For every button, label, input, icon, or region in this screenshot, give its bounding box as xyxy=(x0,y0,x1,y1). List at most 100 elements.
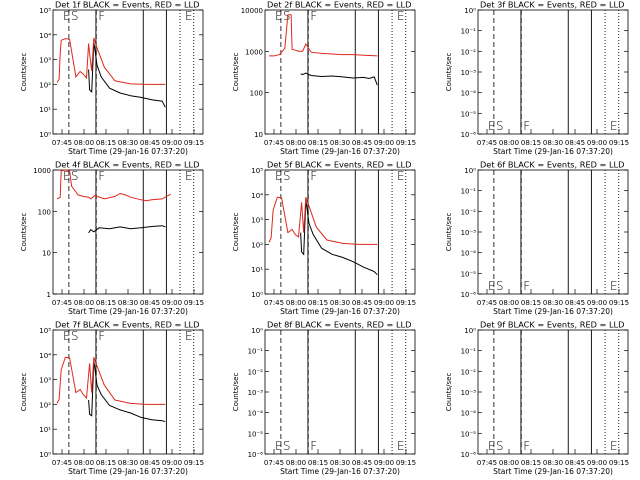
x-axis-label: Start Time (29-Jan-16 07:37:20) xyxy=(493,147,613,156)
panel-title: Det 8f BLACK = Events, RED = LLD xyxy=(267,320,411,330)
y-tick-label: 1000 xyxy=(245,48,263,56)
panel-det-8: Det 8f BLACK = Events, RED = LLD 10⁰ 10⁻¹ 1… xyxy=(232,320,416,477)
marker-label: E xyxy=(63,9,71,23)
x-tick-label: 08:15 xyxy=(96,299,116,307)
marker-label: E xyxy=(275,9,283,23)
marker-label: S xyxy=(283,439,291,453)
x-tick-label: 08:00 xyxy=(74,139,94,147)
marker-label: F xyxy=(310,169,317,183)
x-tick-label: 07:45 xyxy=(264,299,284,307)
y-tick-label: 10⁰ xyxy=(464,167,476,175)
y-tick-label: 10⁴ xyxy=(39,32,51,40)
x-axis-label: Start Time (29-Jan-16 07:37:20) xyxy=(280,307,400,316)
x-tick-label: 07:45 xyxy=(264,459,284,467)
x-tick-label: 07:45 xyxy=(52,139,72,147)
marker-label: F xyxy=(98,329,105,343)
events-series-line xyxy=(88,42,166,108)
y-tick-label: 10⁵ xyxy=(251,167,263,175)
y-tick-label: 10⁻³ xyxy=(461,389,477,397)
y-tick-label: 10000 xyxy=(241,7,263,15)
x-tick-label: 08:30 xyxy=(330,459,350,467)
x-tick-label: 08:45 xyxy=(140,459,160,467)
y-tick-label: 10 xyxy=(42,250,51,258)
panel-title: Det 1f BLACK = Events, RED = LLD xyxy=(55,0,199,10)
x-tick-label: 08:00 xyxy=(499,459,519,467)
x-tick-label: 08:30 xyxy=(118,139,138,147)
y-tick-label: 10³ xyxy=(39,57,51,65)
marker-label: S xyxy=(71,9,79,23)
x-tick-label: 09:15 xyxy=(184,299,204,307)
x-tick-label: 08:45 xyxy=(352,139,372,147)
x-tick-label: 07:45 xyxy=(52,299,72,307)
marker-label: E xyxy=(397,9,405,23)
y-tick-label: 10⁰ xyxy=(39,131,51,139)
panel-det-6: Det 6f BLACK = Events, RED = LLD 10⁰ 10⁻¹ 1… xyxy=(445,160,629,317)
marker-label: E xyxy=(610,119,618,133)
x-tick-label: 08:00 xyxy=(74,299,94,307)
panel-det-9: Det 9f BLACK = Events, RED = LLD 10⁰ 10⁻¹ 1… xyxy=(445,320,629,477)
y-axis-label: Counts/sec xyxy=(20,53,28,92)
x-axis-label: Start Time (29-Jan-16 07:37:20) xyxy=(493,307,613,316)
marker-label: E xyxy=(275,439,283,453)
x-tick-label: 07:45 xyxy=(477,459,497,467)
x-axis-label: Start Time (29-Jan-16 07:37:20) xyxy=(493,467,613,476)
x-tick-label: 09:00 xyxy=(162,299,182,307)
x-tick-label: 09:00 xyxy=(587,139,607,147)
x-tick-label: 09:15 xyxy=(396,459,416,467)
y-tick-label: 10⁻¹ xyxy=(248,348,264,356)
x-tick-label: 09:15 xyxy=(184,459,204,467)
y-tick-label: 10⁻⁴ xyxy=(461,250,477,258)
y-tick-label: 10⁰ xyxy=(464,327,476,335)
marker-label: E xyxy=(185,329,193,343)
y-tick-label: 10⁻⁶ xyxy=(461,131,477,139)
y-tick-label: 10³ xyxy=(39,377,51,385)
marker-label: E xyxy=(488,119,496,133)
y-axis-label: Counts/sec xyxy=(445,373,453,412)
y-tick-label: 100 xyxy=(38,208,51,216)
x-tick-label: 09:00 xyxy=(374,299,394,307)
y-tick-label: 10³ xyxy=(251,217,263,225)
y-tick-label: 10⁰ xyxy=(251,291,263,299)
events-series-line xyxy=(88,225,166,234)
x-tick-label: 08:45 xyxy=(140,299,160,307)
marker-label: F xyxy=(98,9,105,23)
y-axis-label: Counts/sec xyxy=(20,213,28,252)
x-tick-label: 08:30 xyxy=(330,139,350,147)
y-tick-label: 10 xyxy=(254,131,263,139)
x-tick-label: 08:30 xyxy=(543,299,563,307)
x-tick-label: 08:45 xyxy=(565,459,585,467)
marker-label: F xyxy=(98,169,105,183)
x-tick-label: 08:15 xyxy=(521,139,541,147)
y-tick-label: 10⁻² xyxy=(461,368,477,376)
marker-label: S xyxy=(283,9,291,23)
marker-label: F xyxy=(523,439,530,453)
panel-title: Det 2f BLACK = Events, RED = LLD xyxy=(267,0,411,10)
y-tick-label: 10⁴ xyxy=(39,352,51,360)
x-axis-label: Start Time (29-Jan-16 07:37:20) xyxy=(68,307,188,316)
x-tick-label: 09:00 xyxy=(587,299,607,307)
x-tick-label: 08:00 xyxy=(499,299,519,307)
marker-label: S xyxy=(283,169,291,183)
y-tick-label: 10¹ xyxy=(251,266,263,274)
marker-label: E xyxy=(397,169,405,183)
events-series-line xyxy=(88,361,166,423)
lld-series-line xyxy=(56,356,166,405)
x-tick-label: 09:00 xyxy=(162,459,182,467)
marker-label: S xyxy=(496,279,504,293)
y-tick-label: 10⁻⁶ xyxy=(461,451,477,459)
x-tick-label: 08:00 xyxy=(74,459,94,467)
y-tick-label: 10⁻¹ xyxy=(461,28,477,36)
y-axis-label: Counts/sec xyxy=(20,373,28,412)
x-tick-label: 09:15 xyxy=(184,139,204,147)
x-tick-label: 08:00 xyxy=(499,139,519,147)
x-tick-label: 08:30 xyxy=(543,459,563,467)
y-tick-label: 10¹ xyxy=(39,106,51,114)
marker-label: E xyxy=(397,439,405,453)
y-tick-label: 100 xyxy=(250,90,263,98)
panel-det-4: Det 4f BLACK = Events, RED = LLD 1 10 100 10… xyxy=(20,160,204,317)
marker-label: E xyxy=(610,439,618,453)
marker-label: F xyxy=(523,279,530,293)
marker-label: E xyxy=(185,169,193,183)
x-tick-label: 08:30 xyxy=(330,299,350,307)
y-tick-label: 1000 xyxy=(33,167,51,175)
